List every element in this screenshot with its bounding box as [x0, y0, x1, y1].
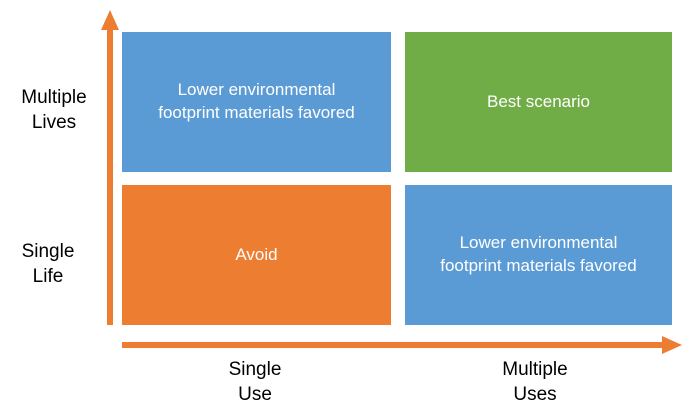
y-axis-label-single-life: Single Life — [21, 241, 75, 287]
quadrant-multiple-lives-single-use: Lower environmental footprint materials … — [122, 32, 391, 172]
quadrant-avoid: Avoid — [122, 185, 391, 325]
x-axis-arrow — [122, 336, 682, 354]
y-axis-label-multiple-lives: Multiple Lives — [21, 87, 87, 133]
quadrant-label: Avoid — [235, 244, 278, 264]
x-axis-label-multiple-uses: Multiple Uses — [502, 359, 568, 405]
quadrant-label: Lower environmental footprint materials … — [158, 80, 355, 122]
x-axis-label-single-use: Single Use — [228, 359, 282, 405]
quadrant-label: Best scenario — [487, 91, 590, 111]
quadrant-best-scenario: Best scenario — [405, 32, 672, 172]
quadrant-single-life-multiple-uses: Lower environmental footprint materials … — [405, 185, 672, 325]
y-axis-arrow — [101, 10, 119, 325]
quadrant-label: Lower environmental footprint materials … — [440, 233, 637, 275]
